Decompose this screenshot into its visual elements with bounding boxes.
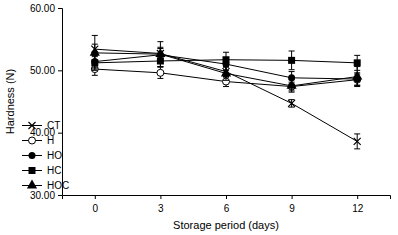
point [287, 80, 297, 89]
x-tick: 12 [352, 195, 364, 214]
point [354, 59, 361, 66]
x-tick-label: 0 [93, 203, 99, 214]
x-tick-label: 9 [289, 203, 295, 214]
point [221, 68, 231, 77]
error-bar-line [289, 51, 295, 70]
legend-label: CT [47, 120, 60, 131]
legend-item: HO [22, 150, 62, 161]
error-bar-line [223, 52, 229, 67]
y-tick: 30.00 [30, 190, 62, 201]
chart: 30.0040.0050.0060.00036912CTHHOHCHOCStor… [0, 0, 398, 235]
legend-label: H [47, 135, 54, 146]
error-bar-line [289, 100, 295, 107]
y-axis-title: Hardness (N) [4, 69, 16, 134]
legend-marker [29, 122, 36, 129]
point [352, 71, 362, 80]
series [90, 35, 363, 92]
y-tick-label: 60.00 [30, 3, 55, 14]
legend-item: HC [22, 165, 61, 176]
x-tick-mark [95, 195, 96, 199]
y-tick-label: 50.00 [30, 65, 55, 76]
legend-marker [27, 180, 37, 189]
point [155, 48, 165, 57]
error-bar-line [354, 134, 360, 149]
point [354, 138, 361, 145]
x-axis-line [63, 196, 391, 200]
x-tick-mark [357, 195, 358, 199]
y-tick: 50.00 [30, 65, 62, 76]
plot: 30.0040.0050.0060.00036912CTHHOHCHOC [22, 3, 391, 214]
legend-item: HOC [22, 180, 69, 191]
x-tick: 0 [93, 195, 99, 214]
x-tick-mark [292, 195, 293, 199]
x-tick-label: 6 [224, 203, 230, 214]
point [90, 47, 100, 56]
x-tick-mark [160, 195, 161, 199]
x-tick-mark [226, 195, 227, 199]
y-tick-mark [58, 195, 62, 196]
x-tick-label: 3 [158, 203, 164, 214]
error-bar [223, 52, 229, 67]
y-tick-mark [58, 133, 62, 134]
x-tick: 9 [289, 195, 295, 214]
legend-marker [29, 137, 36, 144]
legend-marker [29, 167, 36, 174]
x-tick-label: 12 [352, 203, 364, 214]
error-bar [289, 51, 295, 70]
legend-label: HOC [47, 180, 69, 191]
legend-label: HC [47, 165, 61, 176]
x-tick: 3 [158, 195, 164, 214]
x-axis-title: Storage period (days) [173, 219, 279, 231]
series [91, 49, 360, 86]
point [288, 100, 295, 107]
legend-item: H [22, 135, 54, 146]
legend-label: HO [47, 150, 62, 161]
series [91, 63, 360, 91]
data-area [90, 35, 363, 148]
series-line [95, 49, 357, 141]
point [157, 69, 164, 76]
series-line [95, 53, 357, 86]
point [223, 56, 230, 63]
error-bar [157, 67, 163, 78]
series [91, 44, 360, 149]
y-tick-mark [58, 8, 62, 9]
y-tick-label: 30.00 [30, 190, 55, 201]
x-tick: 6 [224, 195, 230, 214]
error-bar-line [157, 67, 163, 78]
error-bar [354, 134, 360, 149]
x-axis: 0 3 6 9 12 [63, 195, 391, 214]
point [288, 57, 295, 64]
legend-item: CT [22, 120, 60, 131]
legend: CT H HO HC HOC [22, 120, 69, 191]
legend-marker [29, 152, 36, 159]
error-bar [289, 100, 295, 107]
y-tick-mark [58, 70, 62, 71]
y-tick: 60.00 [30, 3, 62, 14]
